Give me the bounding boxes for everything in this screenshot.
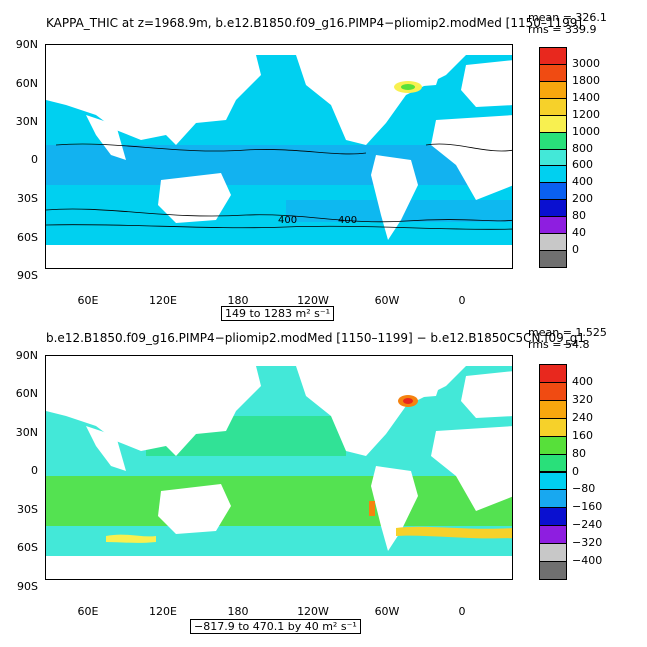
panel2-range: −817.9 to 470.1 by 40 m² s⁻¹ — [190, 619, 361, 634]
colorbar-label: 3000 — [572, 56, 600, 70]
colorbar-swatch — [539, 97, 567, 116]
colorbar-label: 1200 — [572, 107, 600, 121]
colorbar-swatch — [539, 399, 567, 419]
colorbar-label: 600 — [572, 158, 593, 172]
panel1-lat-30n: 30N — [15, 115, 38, 128]
panel1-lat-60s: 60S — [17, 231, 38, 244]
colorbar-label: 320 — [572, 392, 593, 406]
colorbar-label: 80 — [572, 209, 586, 223]
colorbar-label: 240 — [572, 410, 593, 424]
colorbar-label: −160 — [572, 500, 603, 514]
colorbar-swatch — [539, 114, 567, 133]
colorbar-swatch — [539, 131, 567, 150]
panel2-lon-120e: 120E — [149, 605, 177, 618]
panel-difference: b.e12.B1850.f09_g16.PIMP4−pliomip2.modMe… — [0, 322, 647, 647]
panel2-title: b.e12.B1850.f09_g16.PIMP4−pliomip2.modMe… — [46, 331, 585, 345]
panel2-map — [45, 355, 513, 580]
panel1-contour-label-2: 400 — [338, 215, 357, 226]
colorbar-label: −80 — [572, 482, 596, 496]
panel2-rms: rms = 54.8 — [528, 338, 590, 351]
panel2-lat-30n: 30N — [15, 426, 38, 439]
panel1-lat-60n: 60N — [15, 77, 38, 90]
colorbar-swatch — [539, 63, 567, 82]
colorbar-swatch — [539, 165, 567, 184]
panel1-lon-120e: 120E — [149, 294, 177, 307]
colorbar-label: 0 — [572, 243, 579, 257]
panel1-lon-180: 180 — [227, 294, 249, 307]
panel1-lon-120w: 120W — [297, 294, 329, 307]
panel2-lon-60w: 60W — [374, 605, 400, 618]
colorbar-swatch — [539, 507, 567, 527]
panel1-lat-90n: 90N — [15, 38, 38, 51]
colorbar-label: 80 — [572, 446, 586, 460]
colorbar-swatch — [539, 435, 567, 455]
colorbar-label: 200 — [572, 192, 593, 206]
panel2-lat-0: 0 — [31, 464, 38, 477]
panel-kappa-thic: KAPPA_THIC at z=1968.9m, b.e12.B1850.f09… — [0, 0, 647, 321]
panel1-title: KAPPA_THIC at z=1968.9m, b.e12.B1850.f09… — [46, 16, 583, 30]
colorbar-label: 400 — [572, 374, 593, 388]
panel1-rms: rms = 339.9 — [528, 23, 597, 36]
colorbar-swatch — [539, 216, 567, 235]
panel1-lon-0: 0 — [458, 294, 466, 307]
colorbar-swatch — [539, 417, 567, 437]
panel2-lat-90n: 90N — [15, 349, 38, 362]
panel1-lat-90s: 90S — [17, 269, 38, 282]
colorbar-swatch — [539, 182, 567, 201]
panel2-lon-120w: 120W — [297, 605, 329, 618]
colorbar-label: 800 — [572, 141, 593, 155]
panel1-map: 400 400 — [45, 44, 513, 269]
colorbar-label: −240 — [572, 518, 603, 532]
panel2-mean: mean = 1.525 — [528, 326, 607, 339]
panel1-lon-60e: 60E — [77, 294, 99, 307]
colorbar-swatch — [539, 543, 567, 563]
panel2-lon-180: 180 — [227, 605, 249, 618]
colorbar-label: −400 — [572, 554, 603, 568]
colorbar-swatch — [539, 80, 567, 99]
colorbar-label: 1400 — [572, 90, 600, 104]
colorbar-swatch — [539, 453, 567, 473]
colorbar-label: 0 — [572, 464, 579, 478]
colorbar-swatch — [539, 489, 567, 509]
colorbar-swatch — [539, 233, 567, 252]
panel1-lon-60w: 60W — [374, 294, 400, 307]
colorbar-swatch — [539, 561, 567, 580]
colorbar-swatch — [539, 364, 567, 383]
panel1-range: 149 to 1283 m² s⁻¹ — [221, 306, 335, 321]
colorbar-label: 40 — [572, 226, 586, 240]
colorbar-swatch — [539, 525, 567, 545]
colorbar-label: 1000 — [572, 124, 600, 138]
panel1-colorbar — [539, 47, 567, 268]
panel2-lat-60s: 60S — [17, 541, 38, 554]
panel2-lat-60n: 60N — [15, 387, 38, 400]
colorbar-label: −320 — [572, 536, 603, 550]
colorbar-label: 160 — [572, 428, 593, 442]
colorbar-swatch — [539, 471, 567, 491]
colorbar-label: 1800 — [572, 73, 600, 87]
panel2-lat-90s: 90S — [17, 580, 38, 593]
panel2-lon-60e: 60E — [77, 605, 99, 618]
colorbar-swatch — [539, 381, 567, 401]
colorbar-label: 400 — [572, 175, 593, 189]
panel1-lat-0: 0 — [31, 153, 38, 166]
colorbar-swatch — [539, 250, 567, 268]
colorbar-swatch — [539, 148, 567, 167]
panel2-lat-30s: 30S — [17, 503, 38, 516]
panel1-mean: mean = 326.1 — [528, 11, 607, 24]
panel2-lon-0: 0 — [458, 605, 466, 618]
panel1-lat-30s: 30S — [17, 192, 38, 205]
colorbar-swatch — [539, 47, 567, 65]
panel2-colorbar — [539, 364, 567, 580]
panel1-contour-label-1: 400 — [278, 215, 297, 226]
colorbar-swatch — [539, 199, 567, 218]
